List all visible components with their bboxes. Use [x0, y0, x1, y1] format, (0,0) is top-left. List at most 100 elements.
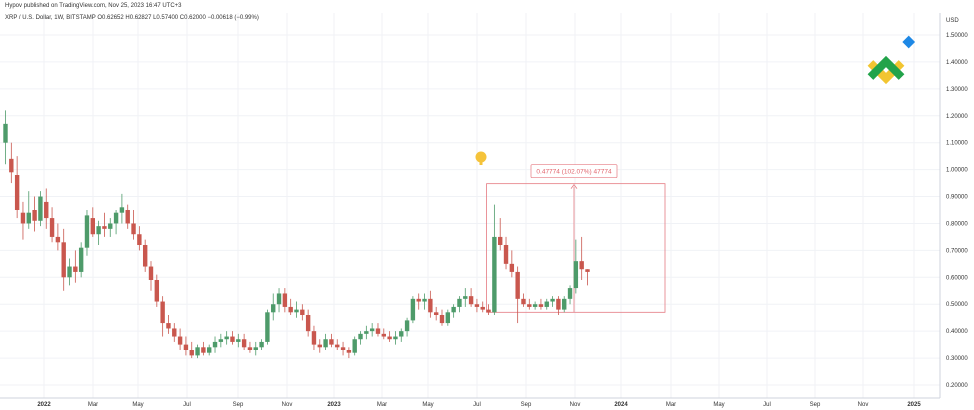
candle[interactable]: [113, 210, 119, 235]
candle[interactable]: [433, 306, 439, 321]
candle[interactable]: [498, 218, 503, 251]
candle[interactable]: [416, 293, 421, 310]
candle[interactable]: [49, 207, 55, 243]
candle[interactable]: [142, 239, 148, 272]
candle[interactable]: [271, 293, 276, 321]
candle[interactable]: [67, 258, 72, 286]
candle[interactable]: [137, 226, 142, 251]
candle[interactable]: [317, 339, 322, 353]
candle[interactable]: [445, 309, 451, 326]
candle[interactable]: [288, 298, 293, 315]
candle[interactable]: [61, 228, 66, 291]
candle[interactable]: [527, 298, 532, 310]
candle[interactable]: [335, 339, 340, 350]
candle[interactable]: [177, 328, 183, 350]
time-axis[interactable]: 2022 Mar May Jul Sep Nov 2023 Mar May Jul Sep Nov 20…: [37, 402, 921, 408]
candle[interactable]: [282, 288, 288, 313]
candle[interactable]: [172, 323, 177, 342]
candle[interactable]: [108, 218, 113, 237]
candle[interactable]: [486, 304, 491, 315]
candle[interactable]: [573, 239, 579, 294]
candle[interactable]: [189, 341, 194, 359]
candle[interactable]: [294, 301, 299, 318]
candle[interactable]: [404, 317, 410, 337]
candle[interactable]: [300, 304, 305, 321]
candle[interactable]: [503, 236, 509, 270]
candle[interactable]: [183, 336, 189, 356]
candle[interactable]: [259, 339, 264, 350]
candle[interactable]: [148, 261, 154, 291]
candle[interactable]: [492, 204, 497, 315]
candle[interactable]: [253, 341, 258, 356]
candle[interactable]: [212, 336, 218, 353]
price-range-measure[interactable]: 0.47774 (102.07%) 47774: [486, 164, 666, 313]
candle[interactable]: [521, 293, 526, 307]
candle[interactable]: [32, 196, 37, 232]
candle[interactable]: [439, 309, 445, 326]
candle[interactable]: [562, 296, 567, 313]
candle[interactable]: [102, 212, 107, 237]
candle[interactable]: [20, 201, 26, 240]
candle[interactable]: [352, 336, 357, 356]
candle[interactable]: [544, 298, 549, 310]
candle[interactable]: [9, 142, 14, 184]
candle[interactable]: [480, 301, 485, 313]
candle[interactable]: [96, 220, 101, 245]
candle[interactable]: [369, 323, 375, 337]
candle[interactable]: [399, 328, 404, 342]
candle[interactable]: [55, 223, 61, 251]
candle[interactable]: [329, 333, 334, 348]
candle[interactable]: [457, 296, 462, 313]
candle[interactable]: [84, 210, 90, 256]
candle[interactable]: [241, 333, 247, 350]
candle[interactable]: [166, 315, 171, 334]
candle[interactable]: [346, 347, 352, 359]
candle[interactable]: [265, 309, 270, 345]
candle[interactable]: [131, 210, 136, 240]
candle[interactable]: [579, 236, 584, 280]
candle[interactable]: [387, 331, 392, 342]
candle[interactable]: [381, 328, 386, 340]
candle[interactable]: [311, 325, 317, 350]
price-axis[interactable]: USD 1.50000 1.40000 1.30000 1.20000 1.10000 1.…: [946, 18, 968, 389]
candle[interactable]: [393, 331, 398, 345]
candle[interactable]: [323, 333, 328, 350]
candle[interactable]: [14, 156, 20, 219]
candle[interactable]: [375, 323, 381, 337]
candle[interactable]: [474, 298, 480, 313]
candle[interactable]: [422, 293, 427, 310]
candle[interactable]: [410, 296, 416, 324]
candle[interactable]: [38, 191, 43, 227]
candle[interactable]: [509, 250, 515, 278]
candle[interactable]: [154, 274, 160, 307]
candle[interactable]: [230, 331, 235, 345]
candle[interactable]: [276, 288, 282, 313]
candle[interactable]: [26, 191, 31, 229]
candle[interactable]: [119, 193, 125, 224]
candle[interactable]: [201, 341, 206, 356]
candle[interactable]: [556, 296, 561, 315]
candle[interactable]: [224, 331, 229, 345]
candle[interactable]: [515, 266, 520, 324]
candle[interactable]: [358, 331, 363, 345]
candle[interactable]: [428, 290, 433, 318]
candle[interactable]: [451, 304, 456, 318]
candle[interactable]: [468, 288, 474, 307]
candle[interactable]: [160, 296, 165, 337]
lightbulb-icon[interactable]: [475, 151, 487, 166]
candle[interactable]: [340, 341, 346, 356]
candle[interactable]: [585, 269, 590, 286]
candle[interactable]: [236, 333, 241, 348]
candle[interactable]: [90, 207, 95, 237]
candle[interactable]: [207, 344, 212, 356]
candle[interactable]: [538, 298, 544, 310]
candle[interactable]: [305, 309, 311, 337]
candle[interactable]: [195, 344, 200, 359]
candle[interactable]: [463, 288, 468, 307]
candle[interactable]: [364, 325, 369, 340]
candle[interactable]: [44, 188, 49, 229]
candle[interactable]: [3, 110, 8, 165]
candle[interactable]: [125, 204, 130, 229]
candle[interactable]: [550, 296, 555, 307]
